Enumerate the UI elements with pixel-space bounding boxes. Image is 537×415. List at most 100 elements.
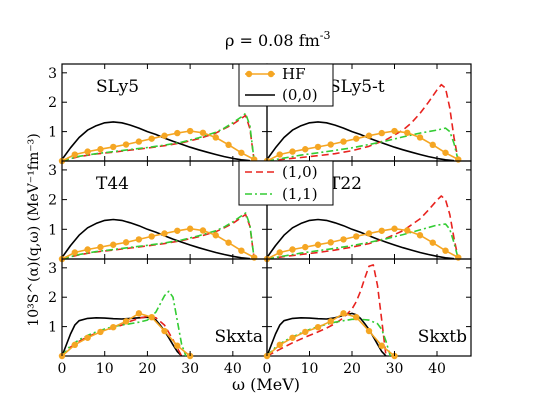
- series-hf-marker-sly5: [225, 141, 232, 149]
- x-tick-label: 0: [263, 361, 272, 377]
- x-tick-label: 20: [343, 361, 361, 377]
- series-hf-marker-sly5-t: [365, 132, 373, 139]
- series-hf-marker-t22: [378, 227, 385, 234]
- series-hf-marker-sly5: [135, 138, 143, 145]
- legend-mid-box: [238, 160, 334, 206]
- series-hf-marker-skxta: [97, 328, 104, 336]
- panel-label-skxta: Skxta: [214, 327, 263, 347]
- x-tick-label: 10: [96, 361, 114, 377]
- series-hf-marker-sly5-t: [429, 141, 436, 149]
- series-hf-marker-t22: [314, 241, 322, 248]
- series-hf-marker-sly5: [122, 141, 130, 148]
- series-0-0-line-skxta: [61, 316, 183, 357]
- series-hf-marker-sly5: [148, 135, 155, 142]
- figure-title-superscript: -3: [320, 29, 331, 42]
- x-tick-label: 20: [139, 361, 157, 377]
- series-hf-marker-t44: [161, 230, 168, 237]
- series-hf-marker-t44: [225, 239, 232, 246]
- series-hf-marker-t44: [250, 254, 258, 261]
- y-tick-label-t44: 1: [48, 222, 57, 238]
- series-1-1-line-skxtb: [266, 318, 392, 357]
- legend-hf-label: HF: [282, 65, 306, 83]
- legend-hf-marker-right: [267, 70, 275, 78]
- series-1-0-line-sly5: [61, 114, 255, 162]
- y-tick-label-sly5: 3: [48, 66, 57, 82]
- series-hf-marker-sly5-t: [327, 141, 334, 148]
- series-1-1-line-t44: [61, 212, 255, 260]
- series-hf-marker-t22: [353, 233, 360, 240]
- series-hf-marker-skxta: [84, 334, 91, 341]
- legend-00-label: (0,0): [282, 86, 318, 104]
- series-hf-marker-t44: [84, 246, 91, 253]
- series-hf-marker-t44: [186, 225, 194, 232]
- series-hf-marker-t22: [327, 239, 334, 246]
- panel-label-t22: T22: [329, 174, 362, 194]
- series-hf-marker-sly5: [97, 146, 104, 153]
- panel-label-skxtb: Skxtb: [418, 327, 467, 347]
- figure-title: ρ = 0.08 fm-3: [225, 29, 331, 50]
- series-hf-marker-t22: [404, 227, 411, 234]
- series-0-0-line-t22: [266, 218, 455, 260]
- series-hf-marker-sly5: [199, 129, 207, 136]
- panel-label-sly5: SLy5: [96, 77, 139, 97]
- series-hf-marker-t22: [365, 230, 373, 237]
- legend-top: HF (0,0): [238, 63, 334, 107]
- series-1-0-line-t22: [266, 195, 460, 260]
- legend-mid: (1,0) (1,1): [238, 160, 334, 206]
- series-hf-line-sly5: [61, 130, 255, 162]
- series-hf-marker-t44: [238, 247, 245, 254]
- series-0-0-line-sly5: [61, 121, 250, 162]
- series-hf-marker-sly5: [174, 129, 181, 137]
- series-hf-marker-sly5-t: [455, 156, 462, 163]
- series-hf-marker-sly5-t: [404, 129, 411, 136]
- series-hf-marker-sly5-t: [353, 135, 360, 142]
- series-hf-marker-skxtb: [276, 341, 283, 349]
- series-1-0-line-t44: [61, 213, 255, 260]
- series-hf-marker-skxta: [174, 342, 181, 349]
- x-tick-label: 40: [224, 361, 242, 377]
- panels-group: 1 2 3 SLy5 SLy5-t 1 2 3 T44 T22 1 2 3 Skxta Skxtb 0 10 20…: [48, 63, 472, 377]
- series-hf-marker-t22: [302, 243, 309, 251]
- series-hf-marker-sly5: [161, 132, 168, 139]
- series-0-0-line-sly5-t: [266, 121, 455, 162]
- legend-hf-marker-left: [245, 70, 253, 78]
- series-hf-marker-t44: [110, 241, 117, 248]
- series-hf-marker-sly5: [186, 127, 194, 135]
- y-tick-label-skxta: 1: [48, 320, 57, 336]
- series-hf-marker-sly5-t: [314, 143, 322, 151]
- series-hf-marker-skxtb: [289, 334, 296, 341]
- series-1-1-line-sly5: [61, 112, 255, 162]
- series-hf-marker-sly5: [110, 143, 117, 151]
- series-0-0-line-t44: [61, 218, 250, 260]
- series-hf-marker-sly5-t: [391, 127, 398, 135]
- x-axis-label: ω (MeV): [232, 375, 300, 394]
- series-hf-marker-sly5-t: [302, 146, 309, 153]
- series-hf-marker-sly5-t: [340, 138, 347, 145]
- series-hf-marker-t44: [97, 243, 104, 251]
- series-hf-marker-t44: [199, 227, 207, 234]
- y-tick-label-sly5: 1: [48, 125, 57, 141]
- series-hf-marker-skxta: [148, 314, 155, 321]
- y-axis-label: 10³S^(α)(q,ω) (MeV⁻¹fm⁻³): [26, 133, 42, 326]
- y-tick-label-t44: 3: [48, 163, 57, 179]
- panel-label-t44: T44: [96, 174, 129, 194]
- x-tick-label: 0: [58, 361, 67, 377]
- series-hf-marker-skxtb: [378, 342, 385, 349]
- series-hf-marker-skxtb: [340, 310, 347, 317]
- panel-label-sly5-t: SLy5-t: [329, 77, 385, 97]
- series-hf-marker-sly5-t: [378, 129, 385, 137]
- series-hf-marker-sly5: [212, 134, 219, 141]
- series-hf-marker-skxtb: [314, 323, 322, 331]
- x-tick-label: 30: [386, 361, 404, 377]
- series-hf-marker-t22: [429, 239, 436, 246]
- series-hf-marker-skxta: [161, 327, 168, 335]
- y-tick-label-sly5: 2: [48, 95, 57, 111]
- series-hf-marker-t44: [212, 232, 219, 239]
- series-1-0-line-sly5-t: [266, 83, 460, 162]
- series-hf-marker-t22: [416, 232, 424, 239]
- series-hf-marker-sly5-t: [442, 149, 449, 156]
- y-tick-label-skxta: 2: [48, 290, 57, 306]
- series-hf-marker-sly5: [238, 149, 245, 156]
- series-1-1-line-sly5-t: [266, 127, 460, 162]
